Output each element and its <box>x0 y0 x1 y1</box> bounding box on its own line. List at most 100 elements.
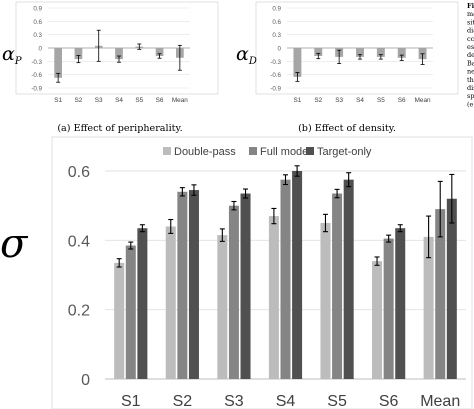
bar <box>268 216 279 379</box>
side-text-line: (e <box>467 100 474 108</box>
x-tick-label: S5 <box>327 393 347 409</box>
y-tick-label: 0.6 <box>272 19 281 26</box>
chart-peripherality: 0.9 0.6 0.3 0 -0.3 -0.6 -0.9 S1 S2 S3 S4 S5 S6 Mean αP… <box>2 1 219 134</box>
bar <box>356 48 364 57</box>
chart-frame <box>51 136 473 409</box>
x-tick-label: S4 <box>276 393 296 409</box>
bar <box>397 48 406 58</box>
side-text-line: cc <box>467 35 474 43</box>
x-tick-label: S1 <box>121 393 141 409</box>
y-tick-label: 0 <box>278 46 282 53</box>
side-text-line: de <box>467 51 474 59</box>
bar <box>332 193 343 379</box>
x-tick-label: S6 <box>398 97 406 104</box>
y-tick-label: -0.3 <box>31 59 42 66</box>
bar <box>217 235 228 379</box>
bar <box>280 179 291 379</box>
chart-density: 0.9 0.6 0.3 0 -0.3 -0.6 -0.9 S1 S2 S3 S4 S5 S6 Mean αD… <box>236 1 459 134</box>
bar <box>114 262 125 379</box>
side-text-line: sit <box>467 18 474 26</box>
x-tick-label: S4 <box>115 97 123 104</box>
bar <box>320 222 331 379</box>
caption: (b) Effect of density. <box>298 123 396 134</box>
bar <box>376 48 385 57</box>
bar <box>188 190 199 379</box>
y-tick-label: 0.3 <box>272 32 281 39</box>
bar <box>292 170 303 379</box>
x-tick-label: Mean <box>415 97 431 104</box>
bar <box>137 228 148 379</box>
x-tick-label: S6 <box>156 97 164 104</box>
bar <box>446 198 457 379</box>
bar <box>115 48 123 60</box>
x-tick-label: S1 <box>294 97 302 104</box>
bar <box>435 209 446 379</box>
x-tick-label: S2 <box>173 393 193 409</box>
x-tick-label: S1 <box>54 97 62 104</box>
y-tick-label: -0.6 <box>270 72 281 79</box>
caption: (a) Effect of peripherality. <box>57 123 182 134</box>
side-text-fragment: FimasitdiaccesdeBanethdissp(e <box>467 2 474 108</box>
chart-frame <box>255 1 459 95</box>
bar <box>177 191 188 379</box>
x-tick-label: Mean <box>420 393 460 409</box>
bar <box>155 48 164 56</box>
bar <box>343 179 354 379</box>
y-axis-label: αP <box>2 43 22 67</box>
side-text-line: dia <box>467 27 474 35</box>
y-tick-label: 0 <box>39 46 43 53</box>
legend-label: Target-only <box>317 146 372 158</box>
side-text-line: ne <box>467 68 474 76</box>
chart-frame <box>15 1 219 95</box>
legend-swatch <box>306 147 314 155</box>
legend-swatch <box>249 147 257 155</box>
x-tick-label: S2 <box>75 97 83 104</box>
y-tick-label: 0.3 <box>33 32 42 39</box>
x-tick-label: S3 <box>224 393 244 409</box>
bar <box>125 245 136 379</box>
bar <box>165 226 176 379</box>
legend-swatch <box>163 147 171 155</box>
bar <box>228 205 239 379</box>
bar <box>314 48 323 56</box>
y-axis-label: σ <box>0 221 29 267</box>
x-tick-label: S6 <box>379 393 399 409</box>
bar <box>372 261 383 379</box>
side-text-line: th <box>467 76 474 84</box>
side-text-line: dis <box>467 84 474 92</box>
y-tick-label: 0.9 <box>33 6 42 13</box>
y-tick-label: 0.2 <box>68 303 90 320</box>
bar <box>383 238 394 379</box>
x-tick-label: S5 <box>135 97 143 104</box>
side-text-line: ma <box>467 10 474 18</box>
x-tick-label: S5 <box>377 97 385 104</box>
bar <box>395 228 406 379</box>
y-tick-label: 0.6 <box>68 164 90 181</box>
y-tick-label: -0.9 <box>31 86 42 93</box>
x-tick-label: Mean <box>172 97 188 104</box>
side-text-line: es <box>467 43 474 51</box>
x-tick-label: S2 <box>314 97 322 104</box>
x-tick-label: S3 <box>335 97 343 104</box>
bar <box>54 48 62 78</box>
x-tick-label: S4 <box>356 97 364 104</box>
y-tick-label: -0.9 <box>270 86 281 93</box>
chart-sigma: 0.6 0.4 0.2 0 Double-pass Full model Target-on… <box>0 136 473 409</box>
bar <box>423 236 434 379</box>
y-tick-label: -0.6 <box>31 72 42 79</box>
y-tick-label: 0 <box>81 372 90 389</box>
x-tick-label: S3 <box>95 97 103 104</box>
y-tick-label: 0.9 <box>272 6 281 13</box>
legend-label: Double-pass <box>174 146 236 158</box>
side-text-line: Ba <box>467 59 474 67</box>
y-tick-label: 0.6 <box>33 19 42 26</box>
side-text-line: sp <box>467 92 474 100</box>
y-axis-label: αD <box>236 43 257 67</box>
y-tick-label: -0.3 <box>270 59 281 66</box>
y-tick-label: 0.4 <box>68 233 90 250</box>
side-text-line: Fi <box>467 2 474 10</box>
legend-label: Full model <box>260 146 311 158</box>
bar <box>240 193 251 379</box>
bar <box>293 48 302 77</box>
